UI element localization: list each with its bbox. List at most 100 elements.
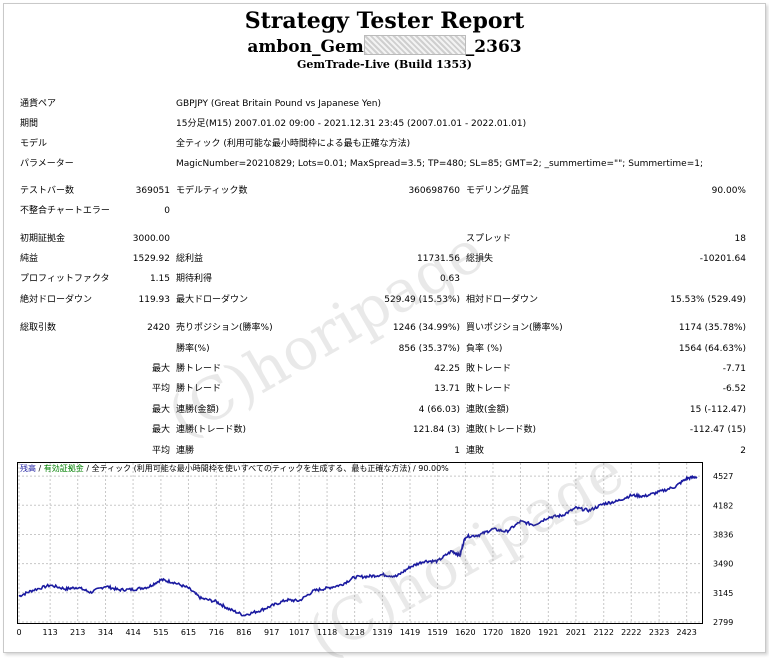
spread-label: スプレッド <box>466 234 512 244</box>
x-tick-label: 1218 <box>344 628 364 637</box>
quality-value: 90.00% <box>711 186 746 196</box>
legend-equity: 有効証拠金 <box>43 464 84 473</box>
avg-losses-label: 連敗 <box>466 446 485 456</box>
deposit-value: 3000.00 <box>132 234 170 244</box>
mismatch-value: 0 <box>164 206 170 216</box>
redacted-box <box>363 35 466 55</box>
bars-label: テストバー数 <box>20 186 75 196</box>
long-label: 買いポジション(勝率%) <box>466 323 563 333</box>
consec-profit-label: 連勝(トレード数) <box>176 425 247 435</box>
short-value: 1246 (34.99%) <box>392 323 460 333</box>
x-tick-label: 1118 <box>317 628 337 637</box>
ticks-label: モデルティック数 <box>176 186 248 196</box>
quality-label: モデリング品質 <box>466 186 530 196</box>
model-label: モデル <box>20 139 48 149</box>
payoff-label: 期待利得 <box>176 274 213 284</box>
x-tick-label: 1519 <box>427 628 447 637</box>
largest-profit-value: 42.25 <box>434 364 460 374</box>
y-tick-label: 3145 <box>713 589 733 598</box>
x-tick-label: 1017 <box>289 628 309 637</box>
x-tick-label: 917 <box>264 628 279 637</box>
win-value: 856 (35.37%) <box>398 344 460 354</box>
y-tick-label: 2799 <box>713 618 733 627</box>
x-tick-label: 2222 <box>621 628 641 637</box>
x-tick-label: 1419 <box>400 628 420 637</box>
win-label: 勝率(%) <box>176 344 210 354</box>
consec-loss-label: 連敗(トレード数) <box>466 425 537 435</box>
legend-balance: 残高 <box>20 464 36 473</box>
x-tick-label: 314 <box>98 628 113 637</box>
x-tick-label: 515 <box>153 628 168 637</box>
consec-wins-money-value: 4 (66.03) <box>418 405 460 415</box>
absdd-label: 絶対ドローダウン <box>20 295 93 305</box>
y-tick-label: 4182 <box>713 501 733 510</box>
long-value: 1174 (35.78%) <box>678 323 746 333</box>
bars-value: 369051 <box>135 186 170 196</box>
period-label: 期間 <box>20 119 39 129</box>
reldd-value: 15.53% (529.49) <box>670 295 746 305</box>
consec-losses-money-value: 15 (-112.47) <box>689 405 746 415</box>
chart-legend: 残高 / 有効証拠金 / 全ティック (利用可能な最小時間枠を使いすべてのティッ… <box>20 464 449 473</box>
x-tick-label: 1820 <box>510 628 530 637</box>
max-label-3: 最大 <box>151 425 170 435</box>
report-title: Strategy Tester Report <box>244 8 525 34</box>
x-tick-label: 113 <box>42 628 57 637</box>
x-tick-label: 615 <box>181 628 196 637</box>
x-tick-label: 2122 <box>594 628 614 637</box>
losstrade-label-1: 敗トレード <box>466 364 512 374</box>
y-tick-label: 3490 <box>713 560 733 569</box>
x-tick-label: 2323 <box>649 628 669 637</box>
x-tick-label: 1620 <box>455 628 475 637</box>
period-value: 15分足(M15) 2007.01.02 09:00 - 2021.12.31 … <box>176 119 527 129</box>
netprofit-label: 純益 <box>20 254 39 264</box>
chart-grid <box>18 463 702 623</box>
grossloss-value: -10201.64 <box>699 254 746 264</box>
consec-loss-value: -112.47 (15) <box>689 425 746 435</box>
avg-wins-label: 連勝 <box>176 446 195 456</box>
deposit-label: 初期証拠金 <box>20 234 66 244</box>
x-tick-label: 716 <box>209 628 224 637</box>
server-build: GemTrade-Live (Build 1353) <box>297 58 472 71</box>
absdd-value: 119.93 <box>138 295 171 305</box>
maxdd-label: 最大ドローダウン <box>176 295 249 305</box>
x-tick-label: 2423 <box>676 628 696 637</box>
account-name: ambon_Gem _2363 <box>0 35 769 57</box>
avg-losses-value: 2 <box>740 446 746 456</box>
account-prefix: ambon_Gem <box>247 37 364 57</box>
largest-loss-value: -7.71 <box>722 364 746 374</box>
consec-profit-value: 121.84 (3) <box>412 425 460 435</box>
balance-line <box>18 474 698 617</box>
avg-loss-value: -6.52 <box>722 384 746 394</box>
profittrade-label-2: 勝トレード <box>176 384 222 394</box>
x-tick-label: 213 <box>70 628 85 637</box>
x-tick-label: 414 <box>125 628 140 637</box>
symbol-value: GBPJPY (Great Britain Pound vs Japanese … <box>176 99 381 109</box>
short-label: 売りポジション(勝率%) <box>176 323 273 333</box>
avg-wins-value: 1 <box>454 446 460 456</box>
loss-value: 1564 (64.63%) <box>678 344 746 354</box>
balance-chart: 4527 4182 3836 3490 3145 2799 0 113 213 314 414 51… <box>17 462 733 637</box>
profittrade-label-1: 勝トレード <box>176 364 222 374</box>
x-tick-label: 0 <box>17 628 22 637</box>
payoff-value: 0.63 <box>439 274 460 284</box>
mismatch-label: 不整合チャートエラー <box>20 206 110 216</box>
pf-value: 1.15 <box>149 274 170 284</box>
loss-label: 負率 (%) <box>466 344 503 354</box>
consec-losses-money-label: 連敗(金額) <box>466 405 510 415</box>
reldd-label: 相対ドローダウン <box>466 295 539 305</box>
ticks-value: 360698760 <box>408 186 460 196</box>
grossprofit-value: 11731.56 <box>417 254 460 264</box>
consec-wins-money-label: 連勝(金額) <box>176 405 220 415</box>
avg-profit-value: 13.71 <box>434 384 460 394</box>
trades-value: 2420 <box>147 323 170 333</box>
pf-label: プロフィットファクタ <box>20 274 110 284</box>
x-axis-ticks: 0 113 213 314 414 515 615 716 816 917 1017 1118 1218… <box>17 628 697 637</box>
spread-value: 18 <box>734 234 746 244</box>
avg-label-1: 平均 <box>151 384 170 394</box>
netprofit-value: 1529.92 <box>132 254 170 264</box>
params-label: パラメーター <box>20 159 74 169</box>
x-tick-label: 816 <box>236 628 251 637</box>
y-tick-label: 4527 <box>713 472 733 481</box>
max-label-2: 最大 <box>151 405 170 415</box>
y-axis-ticks: 4527 4182 3836 3490 3145 2799 <box>713 472 733 627</box>
